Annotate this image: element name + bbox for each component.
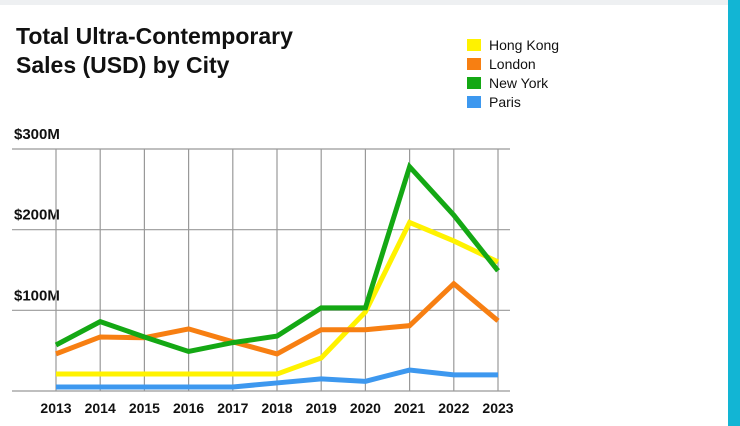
- legend-label: New York: [489, 74, 549, 91]
- x-tick-label: 2019: [306, 400, 337, 416]
- chart-title: Total Ultra-Contemporary Sales (USD) by …: [16, 23, 293, 78]
- y-tick-label: $200M: [14, 207, 60, 224]
- x-tick-label: 2023: [482, 400, 513, 416]
- top-strip: [0, 0, 740, 5]
- x-tick-label: 2016: [173, 400, 204, 416]
- x-tick-label: 2020: [350, 400, 381, 416]
- side-accent-bar: [728, 0, 740, 426]
- legend-swatch: [467, 38, 481, 51]
- legend-item: Paris: [467, 92, 559, 111]
- y-tick-label: $300M: [14, 126, 60, 143]
- legend-label: Paris: [489, 93, 521, 110]
- x-tick-label: 2022: [438, 400, 469, 416]
- x-tick-label: 2013: [40, 400, 71, 416]
- legend-label: Hong Kong: [489, 36, 560, 53]
- x-tick-label: 2017: [217, 400, 248, 416]
- legend-item: New York: [467, 73, 559, 92]
- x-tick-label: 2018: [261, 400, 292, 416]
- legend-swatch: [467, 76, 481, 89]
- y-tick-label: $100M: [14, 287, 60, 304]
- legend-label: London: [489, 55, 536, 72]
- x-tick-label: 2015: [129, 400, 160, 416]
- legend-item: London: [467, 54, 559, 73]
- legend: Hong Kong London New York Paris: [467, 35, 559, 111]
- legend-swatch: [467, 95, 481, 108]
- x-tick-label: 2014: [85, 400, 116, 416]
- legend-swatch: [467, 57, 481, 70]
- x-tick-label: 2021: [394, 400, 425, 416]
- legend-item: Hong Kong: [467, 35, 559, 54]
